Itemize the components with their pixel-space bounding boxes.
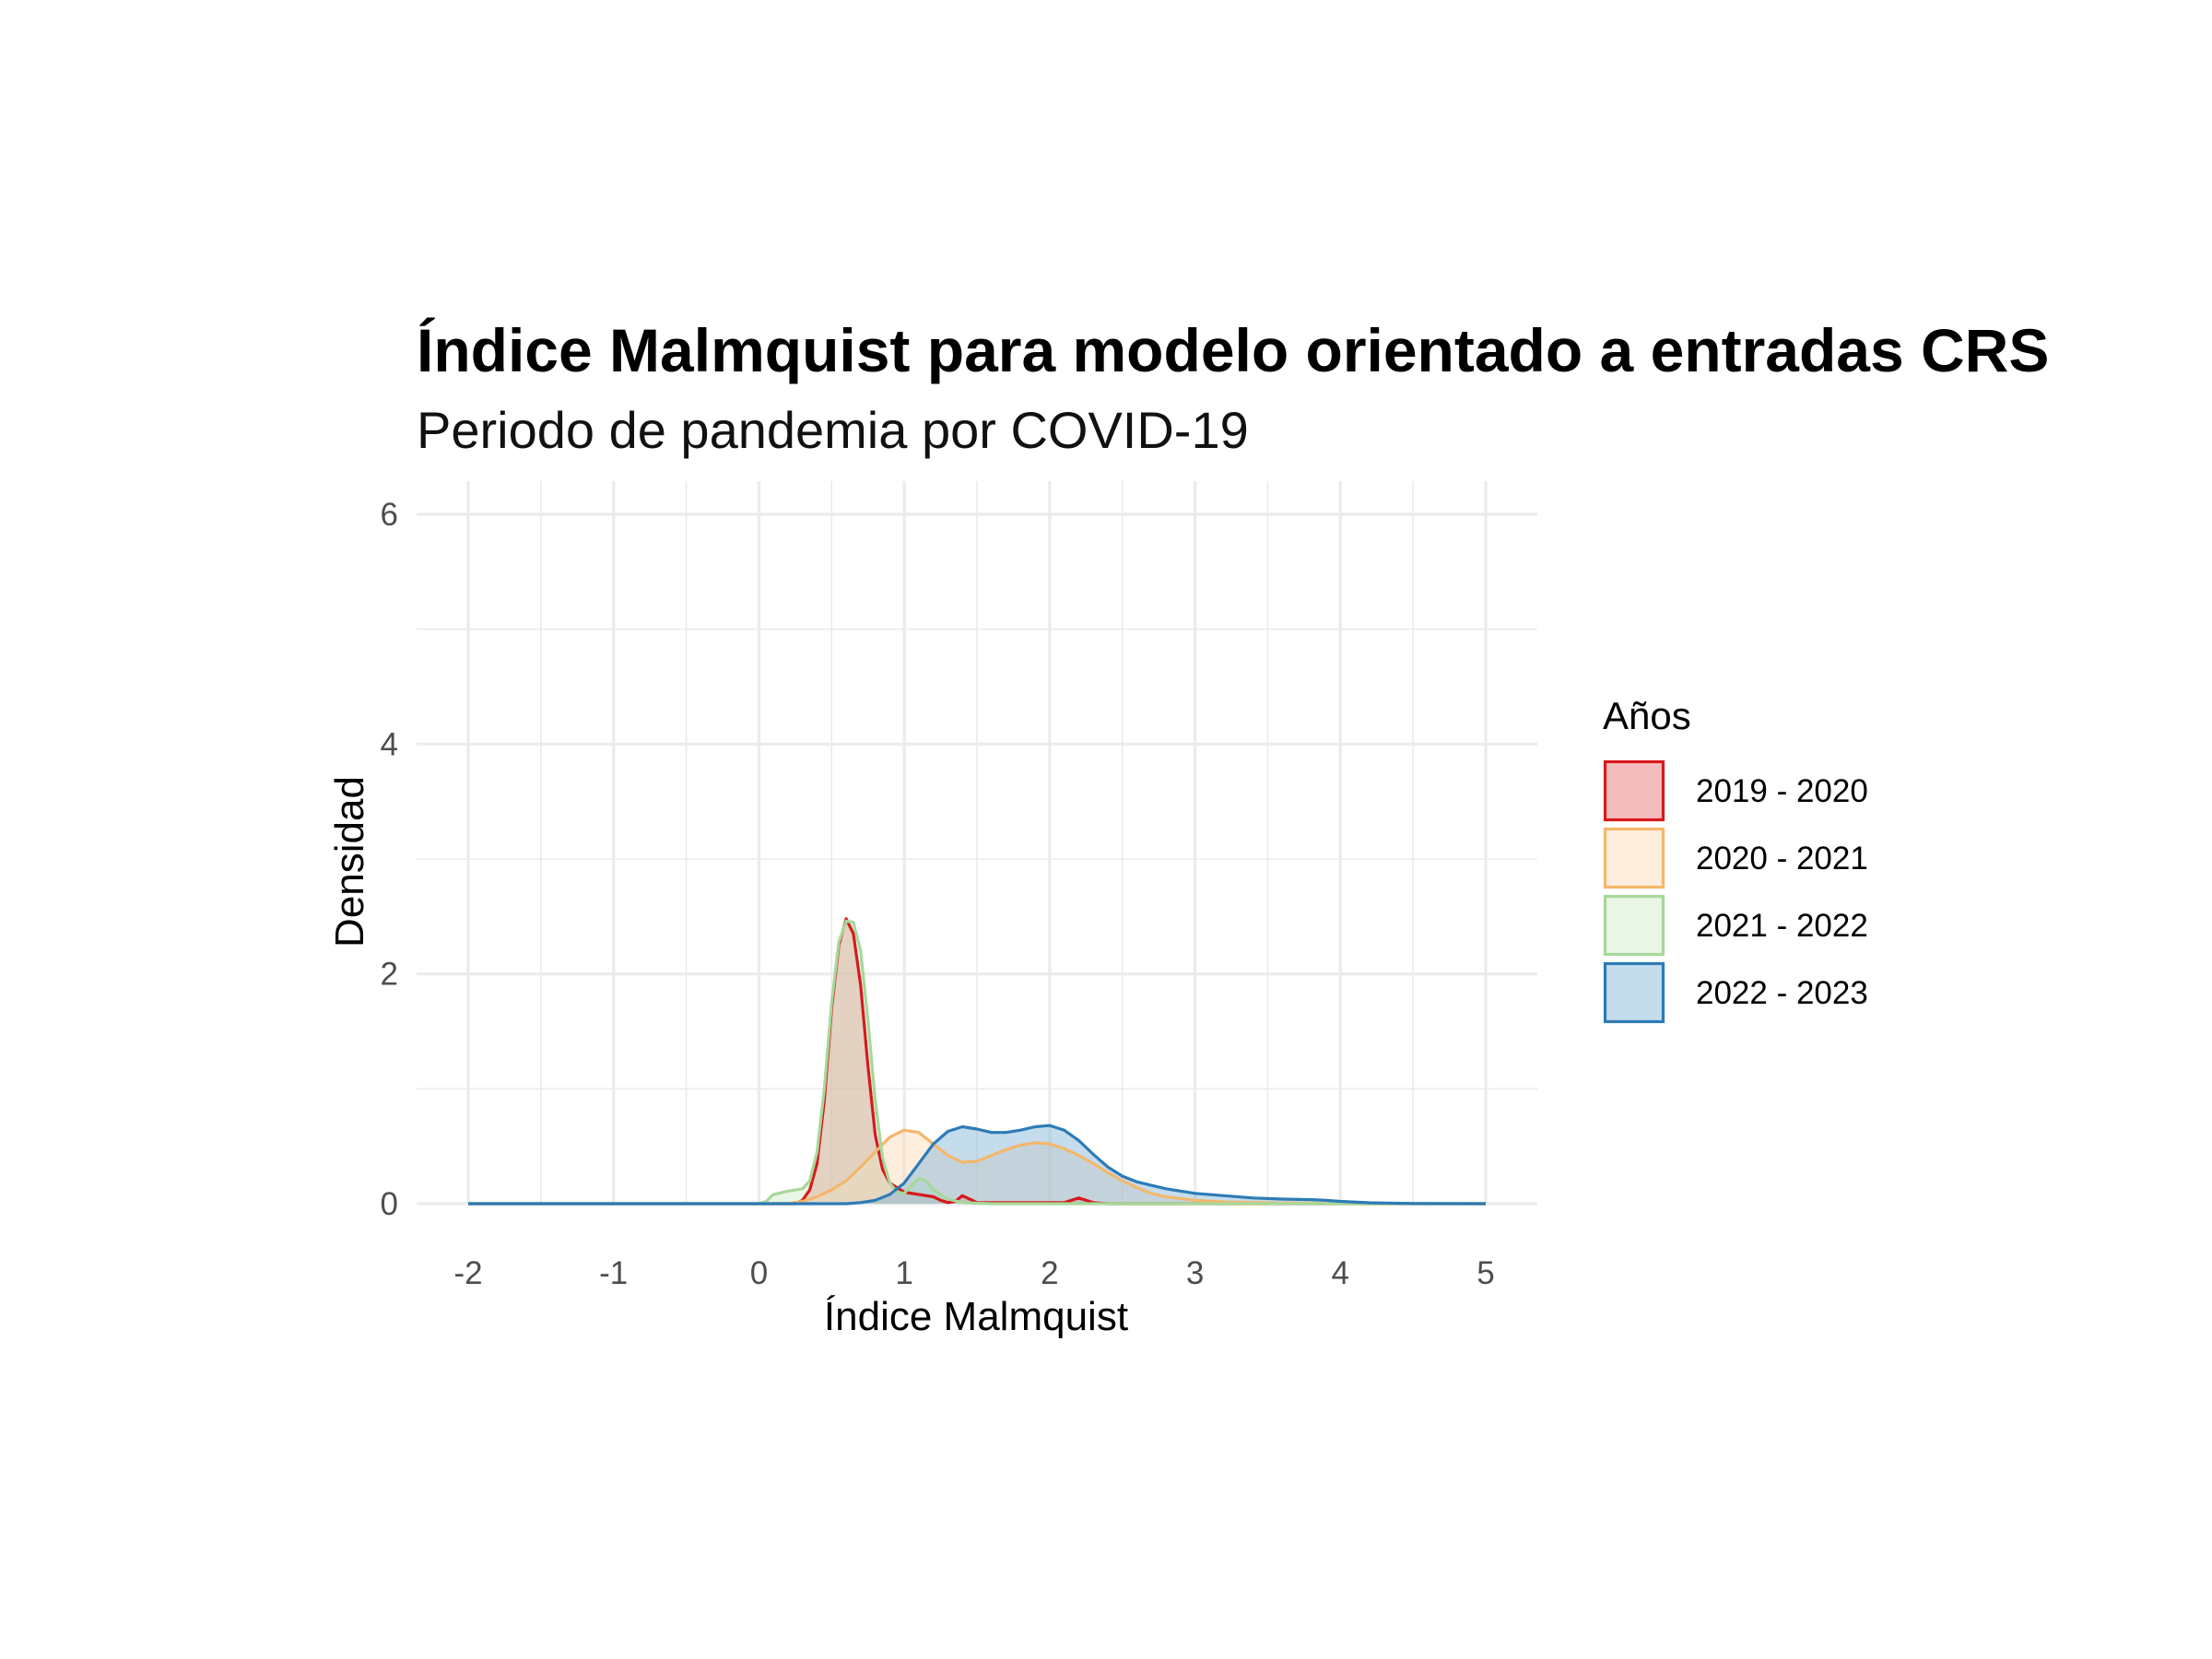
chart-title: Índice Malmquist para modelo orientado a… [417,316,2049,384]
x-tick-label: 2 [1041,1255,1058,1291]
legend-key-bg [1604,828,1665,888]
density-area-2 [468,1130,1486,1204]
density-area-4 [468,1125,1486,1204]
legend-item: 2021 - 2022 [1603,894,1868,957]
legend-title: Años [1603,694,1691,737]
x-tick-label: 5 [1477,1255,1494,1291]
legend-key [1603,759,1665,822]
density-line-3 [468,919,1486,1206]
legend-item: 2022 - 2023 [1603,961,1868,1024]
x-tick-label: -2 [453,1255,482,1291]
y-tick-label: 6 [381,497,398,533]
legend-item: 2020 - 2021 [1603,827,1868,889]
density-line-2 [468,1128,1486,1206]
y-tick-label: 0 [381,1186,398,1222]
x-axis-title: Índice Malmquist [824,1294,1128,1339]
legend-label: 2022 - 2023 [1696,975,1868,1011]
x-tick-label: 4 [1332,1255,1349,1291]
legend-key [1603,827,1665,889]
legend-label: 2021 - 2022 [1696,908,1868,944]
legend-key-bg [1604,895,1665,956]
legend-key [1603,961,1665,1024]
y-axis-ticks: 0 2 4 6 [381,497,398,1222]
grid-lines [417,481,1537,1206]
x-tick-label: 1 [895,1255,912,1291]
x-tick-label: -1 [599,1255,628,1291]
legend-label: 2020 - 2021 [1696,841,1868,877]
legend-item: 2019 - 2020 [1603,759,1868,822]
legend-key [1603,894,1665,957]
y-tick-label: 2 [381,957,398,993]
x-axis-ticks: -2 -1 0 1 2 3 4 5 [453,1255,1494,1291]
legend-label: 2019 - 2020 [1696,773,1868,809]
y-tick-label: 4 [381,726,398,762]
legend-items: 2019 - 2020 2020 - 2021 2021 - 2022 2022 - … [1603,759,1868,1024]
chart-subtitle: Periodo de pandemia por COVID-19 [417,401,1249,459]
x-tick-label: 0 [750,1255,768,1291]
x-tick-label: 3 [1186,1255,1204,1291]
density-line-4 [468,1124,1487,1206]
y-axis-title: Densidad [327,776,372,947]
legend-key-bg [1604,962,1665,1023]
density-curves [468,917,1487,1206]
legend-key-bg [1604,760,1665,821]
